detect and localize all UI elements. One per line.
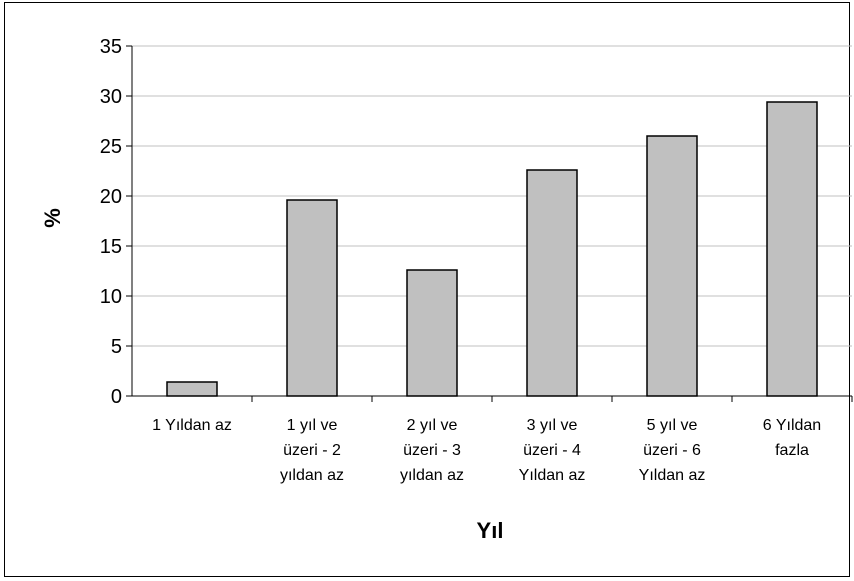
x-category-label: üzeri - 6 bbox=[643, 442, 701, 459]
x-category-label: 1 Yıldan az bbox=[152, 417, 232, 434]
x-category-label: 1 yıl ve bbox=[287, 417, 338, 434]
x-category-label: 3 yıl ve bbox=[527, 417, 578, 434]
x-category-label: 5 yıl ve bbox=[647, 417, 698, 434]
y-tick-label: 5 bbox=[111, 336, 122, 358]
x-axis-title: Yıl bbox=[477, 518, 504, 543]
y-tick-label: 15 bbox=[100, 236, 122, 258]
y-tick-label: 0 bbox=[111, 386, 122, 408]
x-category-label: Yıldan az bbox=[639, 467, 706, 484]
x-category-label: üzeri - 2 bbox=[283, 442, 341, 459]
x-category-label: 2 yıl ve bbox=[407, 417, 458, 434]
x-category-label: üzeri - 3 bbox=[403, 442, 461, 459]
y-tick-label: 35 bbox=[100, 36, 122, 58]
y-tick-label: 20 bbox=[100, 186, 122, 208]
bar bbox=[766, 101, 818, 397]
x-category-label: fazla bbox=[775, 442, 809, 459]
x-category-labels: 1 Yıldan az 1 yıl ve üzeri - 2 yıldan az 2 y… bbox=[152, 417, 821, 484]
x-category-label: yıldan az bbox=[280, 467, 344, 484]
y-tick-label: 25 bbox=[100, 136, 122, 158]
bar bbox=[646, 135, 698, 397]
axes bbox=[126, 45, 853, 402]
bar bbox=[526, 169, 578, 397]
y-tick-label: 30 bbox=[100, 86, 122, 108]
bar bbox=[406, 269, 458, 397]
x-category-label: Yıldan az bbox=[519, 467, 586, 484]
y-axis-title: % bbox=[40, 208, 65, 228]
bar bbox=[286, 199, 338, 397]
gridlines bbox=[132, 45, 852, 347]
x-category-label: 6 Yıldan bbox=[763, 417, 821, 434]
y-tick-labels: 0 5 10 15 20 25 30 35 bbox=[100, 36, 122, 408]
x-category-label: üzeri - 4 bbox=[523, 442, 581, 459]
bar bbox=[166, 381, 218, 397]
x-category-label: yıldan az bbox=[400, 467, 464, 484]
y-tick-label: 10 bbox=[100, 286, 122, 308]
